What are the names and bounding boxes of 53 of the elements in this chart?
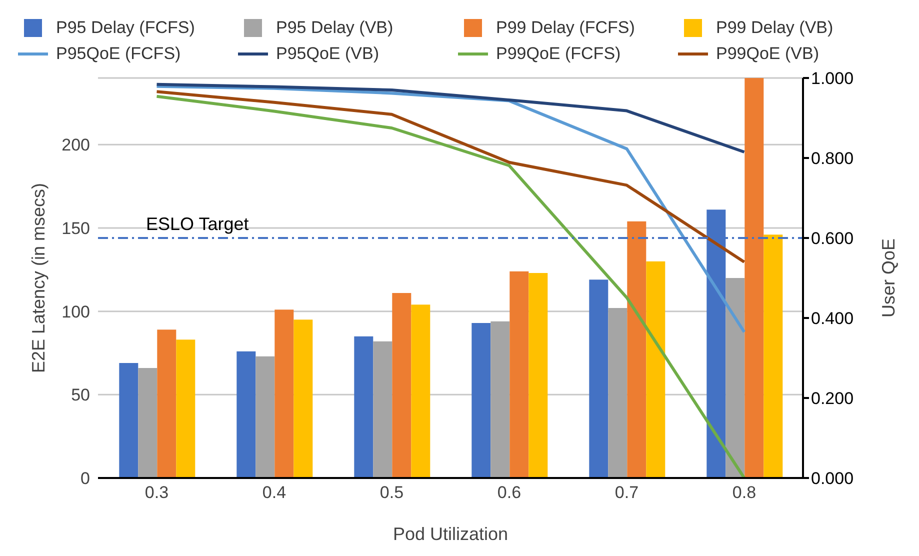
y2-tick-label: 0.200 [811, 389, 854, 408]
y-tick-label: 150 [62, 219, 90, 238]
x-tick-label: 0.5 [380, 483, 404, 502]
y-tick-label: 200 [62, 136, 90, 155]
x-axis-title: Pod Utilization [392, 524, 508, 544]
bar [138, 368, 158, 478]
y2-tick-label: 1.000 [811, 69, 854, 88]
legend-label: P95 Delay (FCFS) [56, 18, 195, 38]
bar [608, 308, 628, 478]
y2-tick-label: 0.800 [811, 149, 854, 168]
y2-tick-label: 0.400 [811, 309, 854, 328]
bar [157, 330, 176, 478]
bar [726, 278, 745, 478]
x-tick-label: 0.7 [614, 483, 639, 502]
bar [354, 336, 374, 478]
y2-tick-label: 0.000 [811, 469, 854, 488]
x-tick-label: 0.6 [497, 483, 522, 502]
bar [294, 320, 313, 478]
bar [589, 280, 608, 478]
bar [411, 304, 430, 478]
legend-label: P99QoE (FCFS) [496, 44, 621, 64]
bar [764, 234, 783, 478]
y-tick-label: 100 [62, 302, 90, 322]
y-tick-label: 0 [80, 469, 90, 488]
bar [236, 351, 256, 478]
bar [119, 363, 138, 478]
bar [528, 273, 548, 478]
bar [176, 340, 196, 478]
bar [373, 341, 392, 478]
bar [256, 356, 275, 478]
legend-label: P95 Delay (VB) [276, 18, 394, 38]
bar [472, 323, 491, 478]
legend-label: P99 Delay (VB) [716, 18, 834, 38]
legend-label: P99 Delay (FCFS) [496, 18, 635, 38]
bar [490, 321, 510, 478]
y-tick-label: 50 [71, 386, 90, 405]
bar [274, 310, 294, 478]
ref-line-label: ESLO Target [146, 214, 249, 234]
legend-label: P95QoE (VB) [276, 44, 379, 64]
bar [744, 78, 764, 478]
x-tick-label: 0.8 [732, 483, 756, 502]
x-tick-label: 0.4 [262, 483, 286, 502]
bar [510, 271, 529, 478]
line-series [155, 82, 746, 154]
bar [627, 221, 646, 478]
legend-label: P99QoE (VB) [716, 44, 819, 64]
bar [392, 293, 412, 478]
legend-label: P95QoE (FCFS) [56, 44, 181, 64]
bar [646, 261, 666, 478]
y2-tick-label: 0.600 [811, 229, 854, 248]
y-axis-title: E2E Latency (in msecs) [28, 182, 48, 374]
x-tick-label: 0.3 [144, 483, 169, 502]
y2-axis-title: User QoE [878, 238, 898, 318]
